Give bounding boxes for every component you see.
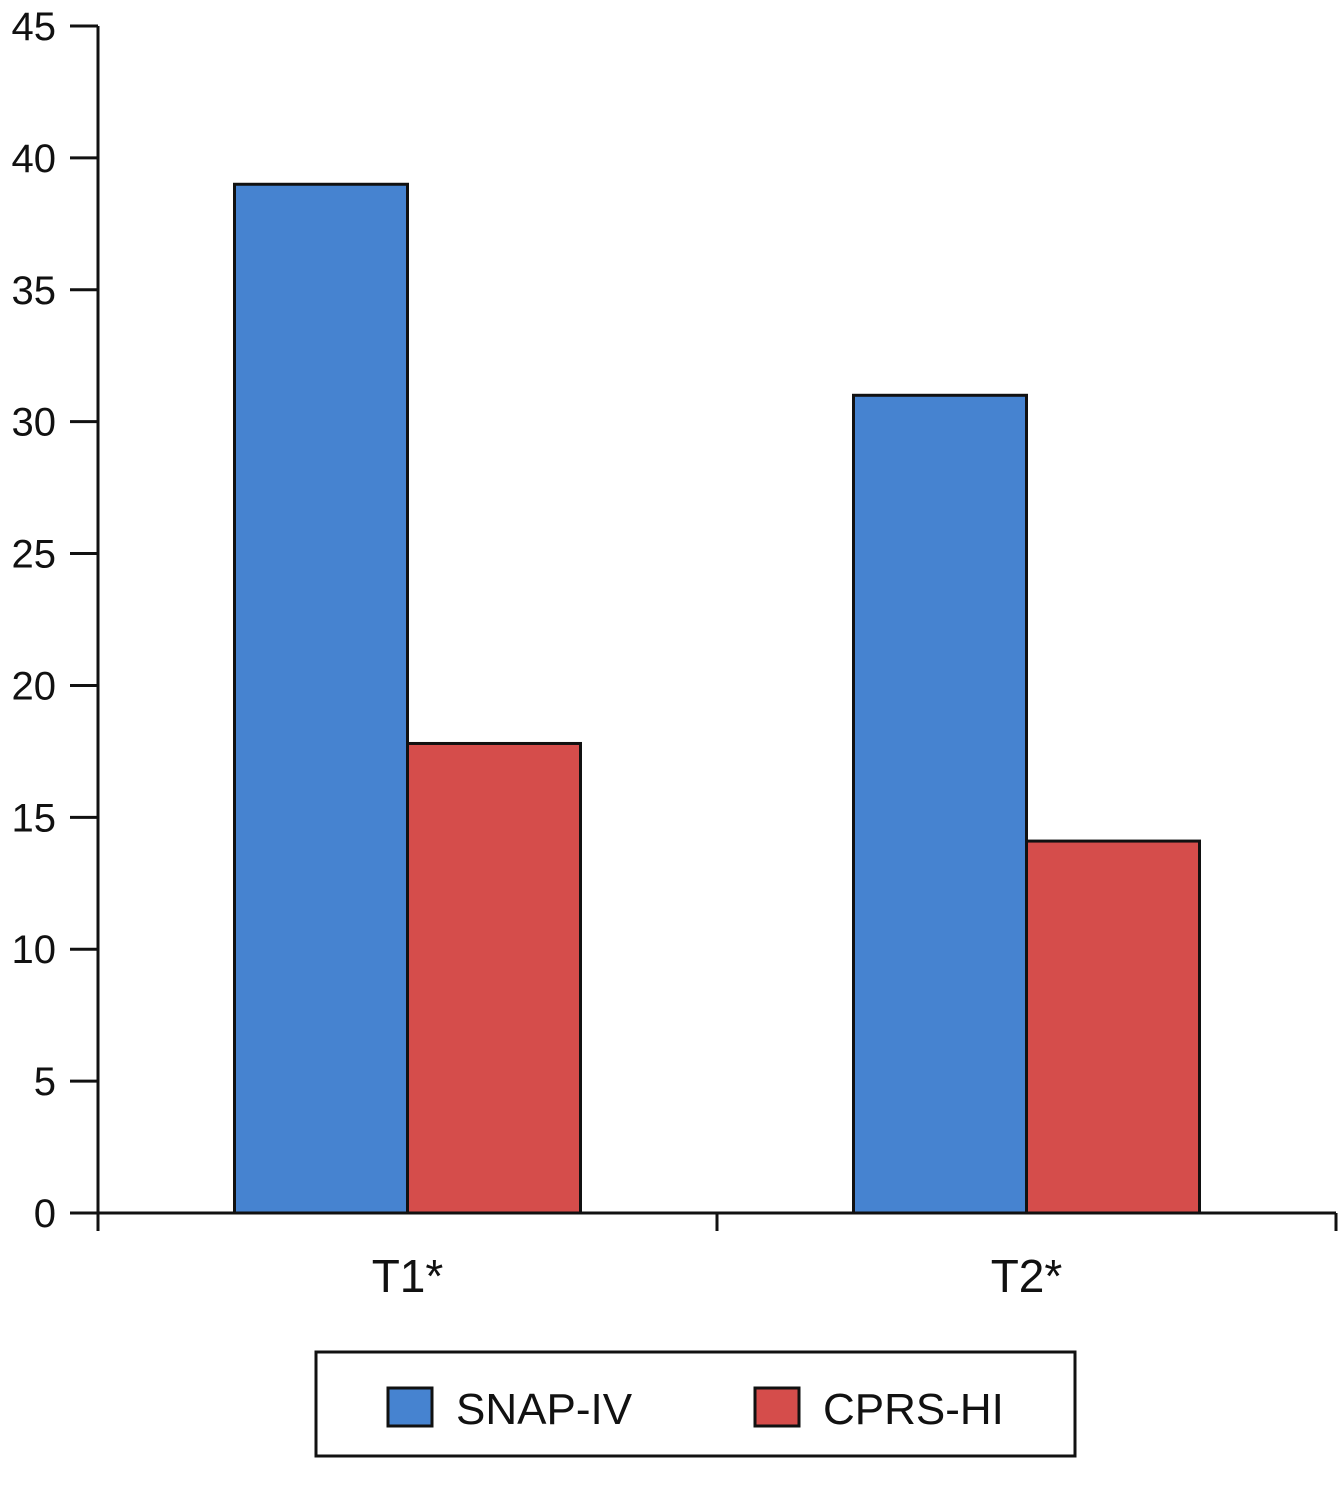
legend-swatch [753, 1386, 801, 1428]
legend: SNAP-IV CPRS-HI [314, 1350, 1077, 1458]
legend-label: SNAP-IV [456, 1385, 633, 1434]
bars [233, 182, 1201, 1215]
y-axis: 0 5 10 15 20 25 30 35 40 45 [12, 5, 100, 1236]
legend-box [314, 1350, 1077, 1458]
y-tick-label: 10 [12, 928, 57, 972]
bar-cprs-hi-2 [1025, 839, 1201, 1215]
y-tick-label: 5 [34, 1060, 56, 1104]
bar-snap-iv-1 [233, 182, 409, 1215]
bar-cprs-hi-1 [406, 741, 582, 1215]
y-tick-label: 45 [12, 5, 57, 49]
y-tick-label: 30 [12, 401, 57, 445]
y-tick-label: 20 [12, 664, 57, 708]
legend-swatch [386, 1386, 434, 1428]
bar-snap-iv-2 [852, 393, 1028, 1215]
y-tick-label: 40 [12, 137, 57, 181]
y-tick-label: 35 [12, 269, 57, 313]
legend-label: CPRS-HI [823, 1385, 1004, 1434]
x-axis: T1* T2* [96, 1211, 1338, 1302]
y-tick-label: 0 [34, 1192, 56, 1236]
x-tick-label: T2* [991, 1250, 1063, 1302]
y-tick-label: 25 [12, 533, 57, 577]
y-tick-label: 15 [12, 796, 57, 840]
x-tick-label: T1* [372, 1250, 444, 1302]
